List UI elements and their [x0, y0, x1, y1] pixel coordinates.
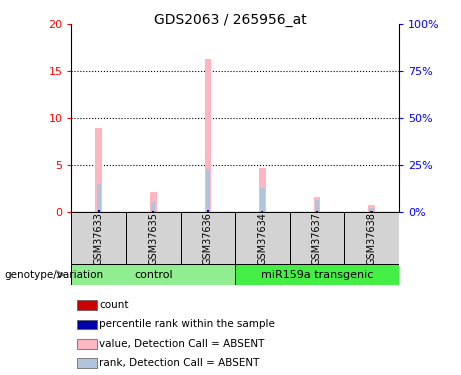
Text: GSM37636: GSM37636 [203, 211, 213, 265]
Bar [368, 206, 375, 212]
Text: control: control [134, 270, 172, 280]
Bar [71, 212, 126, 264]
Text: percentile rank within the sample: percentile rank within the sample [100, 320, 275, 330]
Text: value, Detection Call = ABSENT: value, Detection Call = ABSENT [100, 339, 265, 349]
Bar [371, 211, 372, 212]
Bar [98, 210, 100, 212]
Bar [153, 211, 154, 212]
Text: GDS2063 / 265956_at: GDS2063 / 265956_at [154, 13, 307, 27]
Bar [77, 339, 97, 349]
Bar [207, 210, 209, 212]
Bar [316, 211, 318, 212]
Bar [370, 211, 372, 212]
Bar [235, 212, 290, 264]
Bar [259, 168, 266, 212]
Bar [71, 264, 235, 285]
Bar [290, 212, 344, 264]
Bar [77, 320, 97, 329]
Bar [96, 184, 101, 212]
Bar [77, 300, 97, 310]
Bar [235, 264, 399, 285]
Text: GSM37638: GSM37638 [366, 211, 377, 265]
Bar [260, 188, 265, 212]
Bar [344, 212, 399, 264]
Bar [315, 200, 319, 212]
Bar [369, 208, 374, 212]
Text: genotype/variation: genotype/variation [5, 270, 104, 280]
Text: rank, Detection Call = ABSENT: rank, Detection Call = ABSENT [100, 358, 260, 368]
Bar [77, 358, 97, 368]
Bar [261, 211, 263, 212]
Bar [205, 59, 211, 212]
Text: GSM37634: GSM37634 [257, 211, 267, 265]
Bar [95, 128, 102, 212]
Text: GSM37635: GSM37635 [148, 211, 158, 265]
Bar [313, 197, 320, 212]
Bar [207, 210, 209, 212]
Bar [151, 202, 155, 212]
Text: GSM37633: GSM37633 [94, 211, 104, 265]
Text: miR159a transgenic: miR159a transgenic [261, 270, 373, 280]
Text: count: count [100, 300, 129, 310]
Bar [206, 169, 210, 212]
Bar [152, 211, 154, 212]
Text: GSM37637: GSM37637 [312, 211, 322, 265]
Bar [261, 211, 264, 212]
Bar [181, 212, 235, 264]
Bar [98, 210, 100, 212]
Bar [150, 192, 157, 212]
Bar [126, 212, 181, 264]
Bar [316, 211, 318, 212]
